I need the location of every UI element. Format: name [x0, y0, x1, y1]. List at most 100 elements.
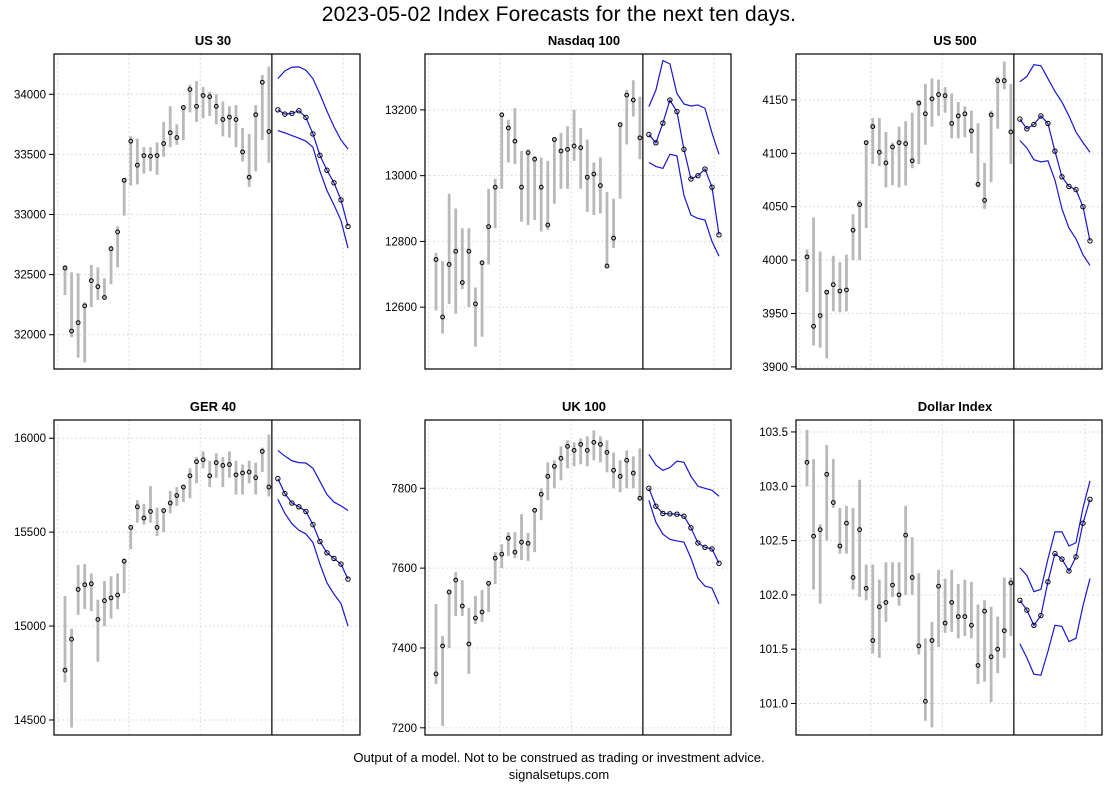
plot-frame: [53, 419, 361, 736]
forecast-markers: [646, 485, 722, 567]
y-axis: 3900 3950 4000 4050 4100 4150: [762, 95, 796, 372]
y-tick-label: 14500: [14, 715, 46, 727]
history-close-markers: [433, 439, 643, 677]
history-close-markers: [433, 92, 643, 320]
chart-title-uk-100: UK 100: [561, 399, 607, 414]
forecast-markers: [275, 475, 351, 582]
plot-frame: [795, 53, 1103, 370]
gridlines: [796, 54, 1102, 369]
forecast-mean-line: [1019, 499, 1091, 627]
forecast-mean-line: [277, 478, 349, 580]
y-tick-label: 7600: [391, 563, 417, 575]
lower-band-line: [277, 498, 349, 627]
chart-panel-nasdaq-100: Nasdaq 100 12600 12800 13000 13200: [373, 33, 743, 372]
forecast-mean-line: [648, 98, 720, 235]
page-title: 2023-05-02 Index Forecasts for the next …: [321, 3, 797, 26]
website-url: signalsetups.com: [508, 767, 610, 782]
y-axis: 12600 12800 13000 13200: [385, 105, 425, 314]
chart-title-us-30: US 30: [194, 33, 232, 48]
y-tick-label: 12800: [385, 236, 417, 248]
y-tick-label: 16000: [14, 433, 46, 445]
gridlines: [425, 54, 731, 369]
gridlines: [425, 420, 731, 735]
chart-plot-nasdaq-100: 12600 12800 13000 13200: [385, 53, 732, 370]
y-tick-label: 4050: [762, 202, 788, 214]
forecast-markers: [275, 107, 351, 230]
history-bars: [434, 430, 642, 726]
plot-frame: [424, 53, 732, 370]
y-tick-label: 13000: [385, 171, 417, 183]
forecast-mean-line: [1019, 115, 1091, 241]
gridlines: [54, 420, 360, 735]
forecast-markers: [1017, 496, 1093, 628]
chart-plot-us-500: 3900 3950 4000 4050 4100 4150: [762, 53, 1103, 372]
chart-panel-us-30: US 30 32000 32500 33000 33500 34000: [2, 33, 372, 372]
y-tick-label: 101.5: [759, 644, 788, 656]
y-tick-label: 7400: [391, 643, 417, 655]
lower-band-line: [277, 130, 349, 249]
chart-plot-us-30: 32000 32500 33000 33500 34000: [14, 53, 361, 370]
chart-plot-ger-40: 14500 15000 15500 16000: [14, 419, 361, 736]
chart-title-us-500: US 500: [933, 33, 977, 48]
lower-band-line: [1019, 140, 1091, 266]
plot-frame: [53, 53, 361, 370]
chart-panel-uk-100: UK 100 7200 7400 7600 7800: [373, 399, 743, 738]
lower-band-line: [648, 500, 720, 605]
chart-title-ger-40: GER 40: [189, 399, 237, 414]
y-tick-label: 7200: [391, 723, 417, 735]
forecast-mean-line: [277, 109, 349, 227]
history-close-markers: [804, 459, 1014, 704]
upper-band-line: [277, 449, 349, 512]
chart-panel-dollar-index: Dollar Index 101.0 101.5 102.0 102.5 103.0 10…: [744, 399, 1114, 738]
y-tick-label: 103.5: [759, 427, 788, 439]
chart-title-nasdaq-100: Nasdaq 100: [547, 33, 621, 48]
upper-band-line: [277, 66, 349, 150]
y-tick-label: 32000: [14, 330, 46, 342]
y-tick-label: 4100: [762, 148, 788, 160]
y-tick-label: 4150: [762, 95, 788, 107]
lower-band-line: [1019, 578, 1091, 676]
lower-band-line: [648, 153, 720, 257]
history-bars: [805, 61, 1013, 359]
y-tick-label: 15000: [14, 621, 46, 633]
y-tick-label: 33000: [14, 210, 46, 222]
disclaimer-text: Output of a model. Not to be construed a…: [353, 750, 765, 765]
forecast-markers: [1017, 113, 1093, 244]
y-tick-label: 103.0: [759, 481, 788, 493]
y-tick-label: 32500: [14, 270, 46, 282]
gridlines: [54, 54, 360, 369]
chart-plot-uk-100: 7200 7400 7600 7800: [391, 419, 732, 736]
chart-panel-us-500: US 500 3900 3950 4000 4050 4100 4150: [744, 33, 1114, 372]
y-tick-label: 34000: [14, 89, 46, 101]
y-tick-label: 7800: [391, 483, 417, 495]
y-tick-label: 15500: [14, 527, 46, 539]
upper-band-line: [1019, 64, 1091, 153]
upper-band-line: [648, 454, 720, 497]
y-axis: 14500 15000 15500 16000: [14, 433, 54, 727]
gridlines: [796, 420, 1102, 735]
y-tick-label: 12600: [385, 302, 417, 314]
plot-frame: [795, 419, 1103, 736]
forecast-mean-line: [648, 488, 720, 564]
chart-title-dollar-index: Dollar Index: [917, 399, 993, 414]
y-tick-label: 102.0: [759, 590, 788, 602]
history-close-markers: [62, 79, 272, 334]
history-bars: [434, 80, 642, 347]
history-bars: [63, 434, 271, 728]
y-axis: 32000 32500 33000 33500 34000: [14, 89, 54, 342]
y-tick-label: 3950: [762, 308, 788, 320]
chart-plot-dollar-index: 101.0 101.5 102.0 102.5 103.0 103.5: [759, 419, 1103, 736]
y-tick-label: 3900: [762, 362, 788, 372]
y-tick-label: 13200: [385, 105, 417, 117]
y-tick-label: 101.0: [759, 699, 788, 711]
y-axis: 101.0 101.5 102.0 102.5 103.0 103.5: [759, 427, 796, 711]
y-tick-label: 33500: [14, 149, 46, 161]
forecast-markers: [646, 97, 722, 238]
plot-frame: [424, 419, 732, 736]
y-axis: 7200 7400 7600 7800: [391, 483, 425, 735]
upper-band-line: [648, 59, 720, 155]
history-close-markers: [804, 78, 1014, 329]
chart-panel-ger-40: GER 40 14500 15000 15500 16000: [2, 399, 372, 738]
y-tick-label: 102.5: [759, 536, 788, 548]
